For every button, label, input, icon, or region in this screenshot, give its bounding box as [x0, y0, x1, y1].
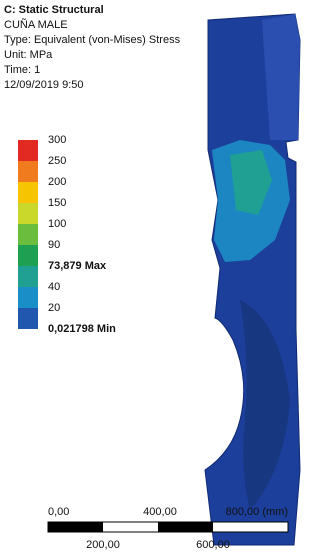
legend-band [18, 224, 38, 245]
scale-seg [48, 522, 103, 532]
legend-band [18, 140, 38, 161]
legend-label: 150 [48, 197, 66, 209]
legend-band [18, 182, 38, 203]
scale-label: 400,00 [143, 506, 177, 518]
header: C: Static Structural CUÑA MALE Type: Equiv… [4, 4, 181, 91]
scale-label: 200,00 [86, 539, 120, 551]
legend: 300 250 200 150 100 90 73,879 Max 40 20 0,021798 … [18, 134, 116, 335]
legend-label: 20 [48, 302, 60, 314]
scale-label: 600,00 [196, 539, 230, 551]
scale-label: 800,00 (mm) [226, 506, 288, 518]
legend-label: 300 [48, 134, 66, 146]
title: C: Static Structural [4, 4, 104, 16]
legend-label: 250 [48, 155, 66, 167]
legend-label: 90 [48, 239, 60, 251]
legend-label: 100 [48, 218, 66, 230]
screenshot: C: Static Structural CUÑA MALE Type: Equiv… [0, 0, 321, 554]
legend-label: 40 [48, 281, 60, 293]
header-line: Time: 1 [4, 64, 40, 76]
legend-band [18, 266, 38, 287]
legend-label: 200 [48, 176, 66, 188]
scale-label: 0,00 [48, 506, 69, 518]
header-line: Type: Equivalent (von-Mises) Stress [4, 34, 181, 46]
page: C: Static Structural CUÑA MALE Type: Equiv… [0, 0, 321, 554]
legend-band [18, 308, 38, 329]
header-line: Unit: MPa [4, 49, 53, 61]
legend-band [18, 161, 38, 182]
header-line: 12/09/2019 9:50 [4, 79, 84, 91]
model [205, 14, 300, 545]
legend-band [18, 203, 38, 224]
header-line: CUÑA MALE [4, 18, 68, 31]
legend-label: 73,879 Max [48, 260, 107, 272]
legend-band [18, 245, 38, 266]
scale-seg [158, 522, 213, 532]
legend-label: 0,021798 Min [48, 323, 116, 335]
legend-band [18, 287, 38, 308]
